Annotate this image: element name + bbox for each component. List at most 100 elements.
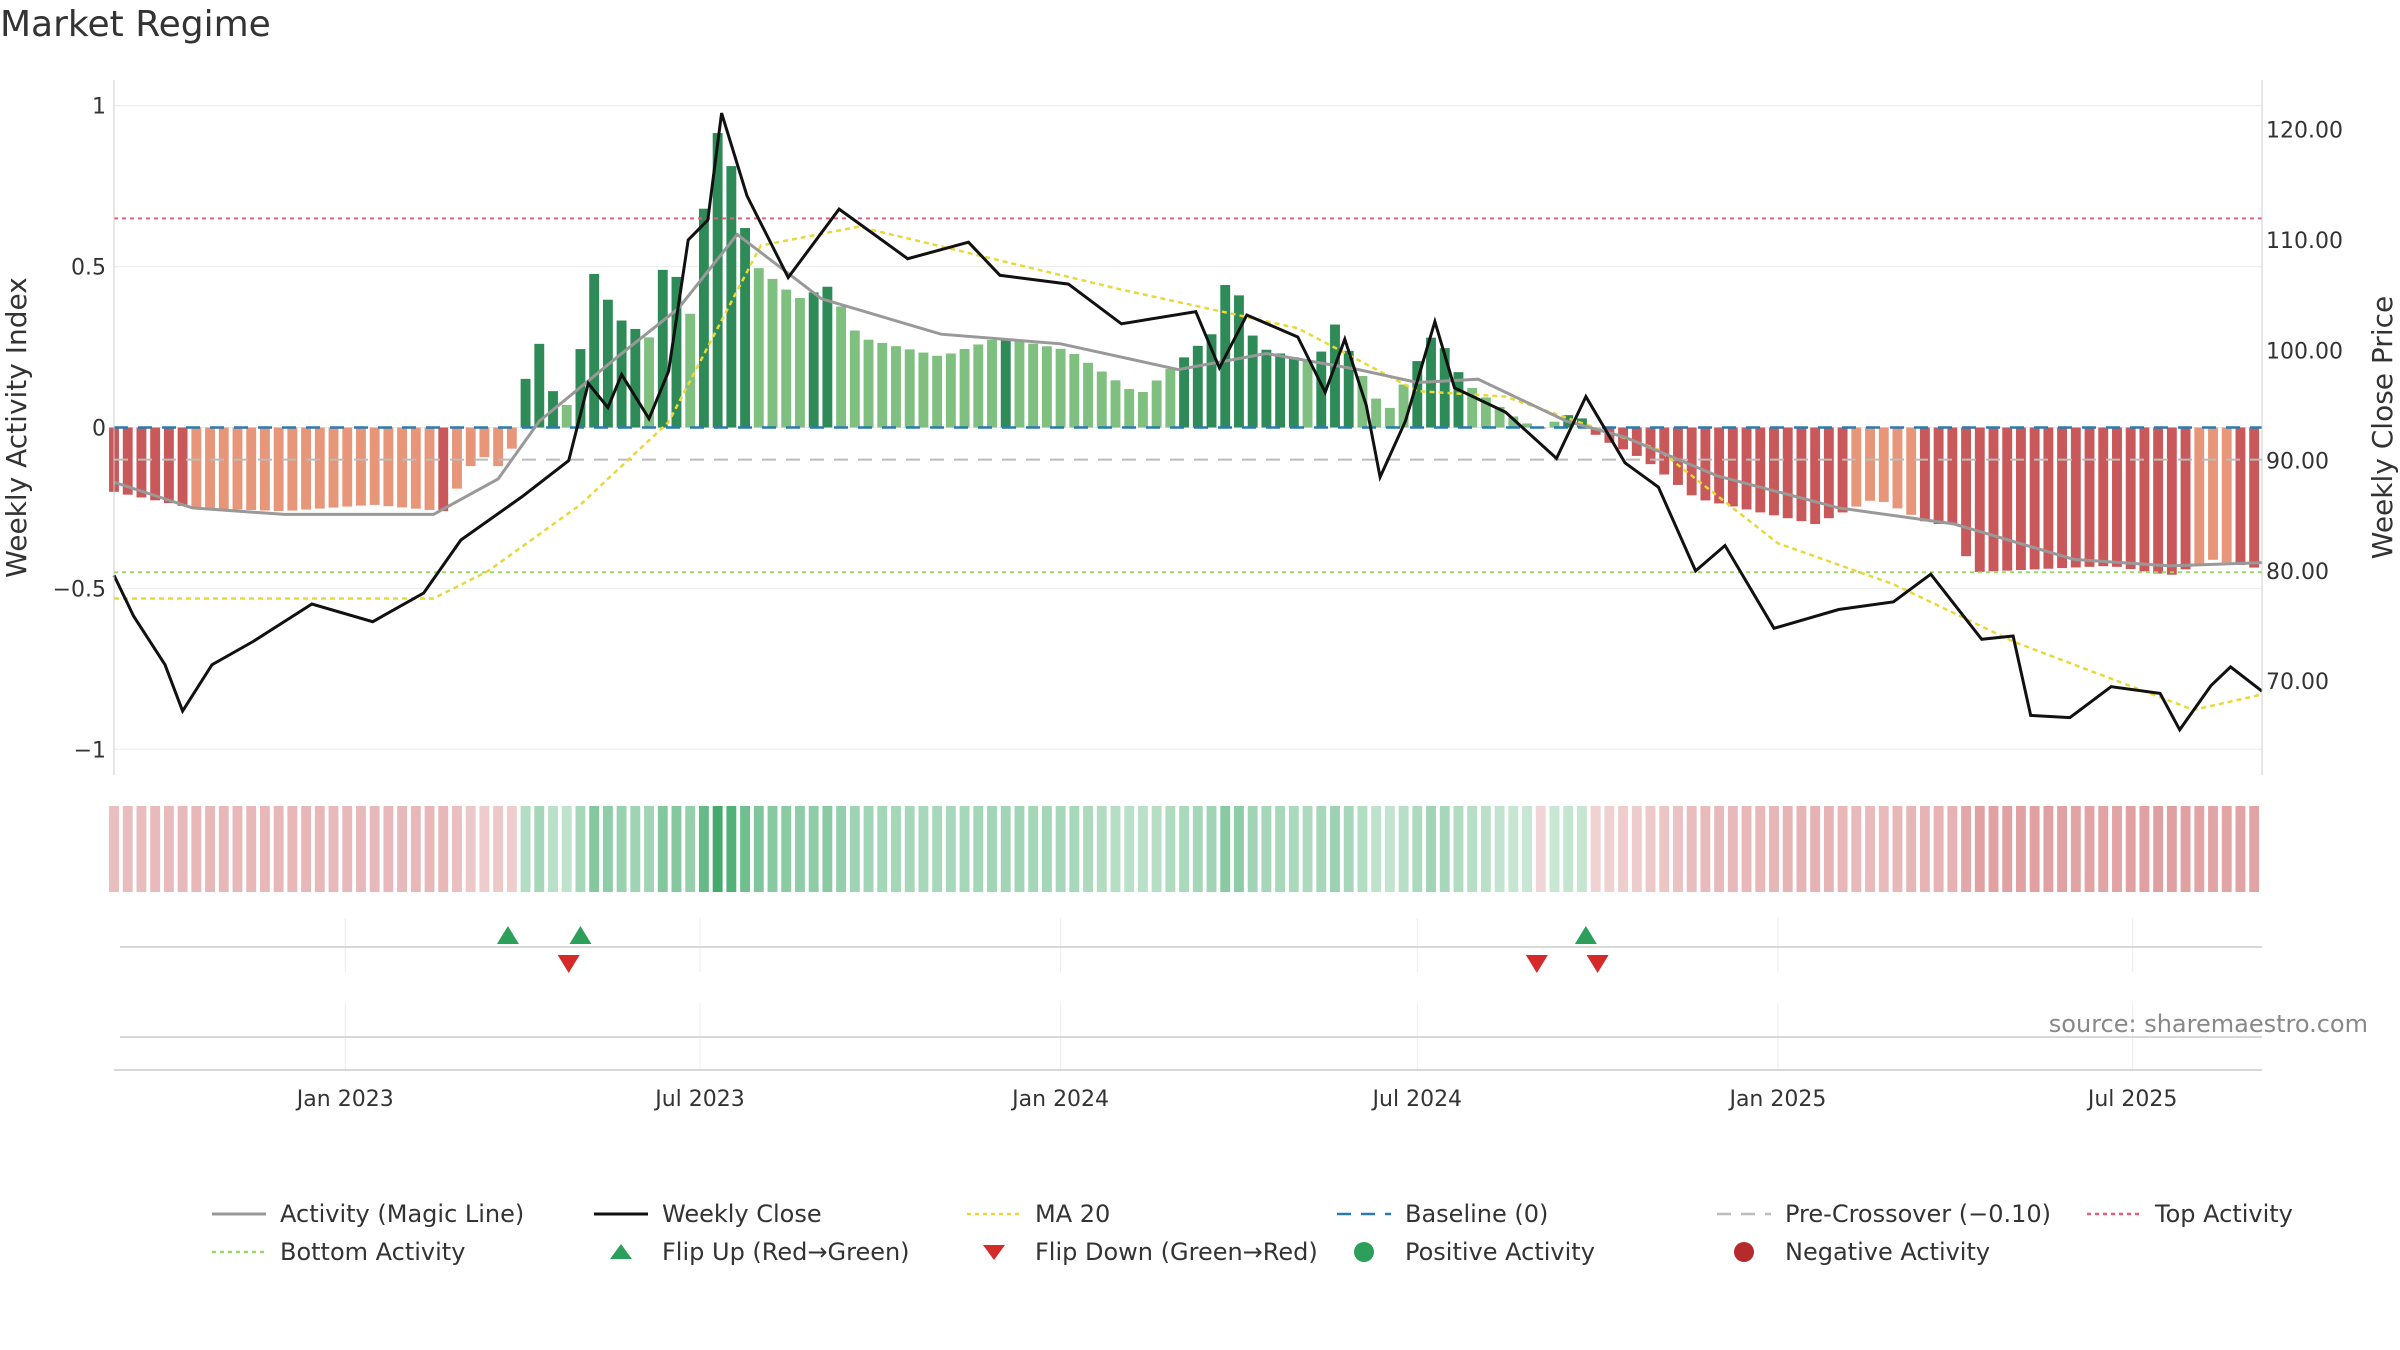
regime-strip-cell <box>2015 806 2026 892</box>
legend-label: Activity (Magic Line) <box>280 1200 525 1228</box>
regime-strip-cell <box>177 806 188 892</box>
activity-bar <box>1933 427 1944 525</box>
regime-strip-cell <box>2002 806 2013 892</box>
regime-strip-cell <box>246 806 257 892</box>
regime-strip-cell <box>657 806 668 892</box>
activity-bar <box>1357 376 1368 428</box>
regime-strip-cell <box>1055 806 1066 892</box>
x-tick-label: Jan 2023 <box>295 1087 394 1112</box>
regime-strip-cell <box>795 806 805 892</box>
regime-strip-cell <box>1384 806 1395 892</box>
magic-line <box>113 232 2263 568</box>
activity-bar <box>987 339 997 428</box>
regime-strip-cell <box>2249 806 2260 892</box>
regime-strip-cell <box>602 806 613 892</box>
regime-strip-cell <box>918 806 929 892</box>
activity-bar <box>726 166 737 428</box>
regime-strip-cell <box>410 806 421 892</box>
regime-strip-cell <box>644 806 654 892</box>
regime-strip-cell <box>1480 806 1491 892</box>
activity-bar <box>1151 380 1162 428</box>
regime-strip-cell <box>232 806 243 892</box>
legend-label: Top Activity <box>2155 1200 2293 1228</box>
x-tick-label: Jan 2024 <box>1010 1087 1109 1112</box>
flip-down-marker <box>1525 955 1548 973</box>
legend-swatch <box>212 1212 266 1216</box>
activity-bar <box>2221 427 2232 563</box>
activity-bar <box>1302 361 1313 428</box>
activity-bar <box>2235 427 2246 565</box>
regime-strip-cell <box>383 806 394 892</box>
regime-strip-cell <box>1961 806 1972 892</box>
activity-bar <box>1919 427 1930 522</box>
regime-strip-cell <box>548 806 558 892</box>
activity-bar <box>1961 427 1972 557</box>
regime-strip-cell <box>1206 806 1217 892</box>
activity-bar <box>1453 372 1464 428</box>
regime-strip-cell <box>671 806 682 892</box>
y-left-tick-label: 0.5 <box>71 256 106 281</box>
regime-strip-cell <box>904 806 915 892</box>
activity-bar <box>452 427 462 489</box>
legend-item-magic: Activity (Magic Line) <box>210 1195 524 1233</box>
legend-item-precross: Pre-Crossover (−0.10) <box>1715 1195 2051 1233</box>
regime-strip-cell <box>877 806 888 892</box>
regime-strip-cell <box>1069 806 1080 892</box>
activity-bar <box>1810 427 1821 525</box>
legend-item-flipdown: Flip Down (Green→Red) <box>965 1233 1318 1271</box>
regime-strip-cell <box>465 806 476 892</box>
activity-bar <box>959 348 970 428</box>
activity-bar <box>1124 389 1135 428</box>
activity-bar <box>1137 392 1148 428</box>
legend-item-top: Top Activity <box>2085 1195 2293 1233</box>
activity-bar <box>520 378 531 428</box>
legend-label: Bottom Activity <box>280 1238 466 1266</box>
activity-bar <box>1878 427 1889 502</box>
regime-strip-cell <box>1631 806 1642 892</box>
legend-row: Bottom Activity Flip Up (Red→Green) Flip D… <box>210 1233 2350 1271</box>
activity-bar <box>2249 427 2260 568</box>
regime-strip-cell <box>259 806 270 892</box>
regime-strip-cell <box>1494 806 1505 892</box>
regime-strip-cell <box>1933 806 1944 892</box>
activity-bar <box>177 427 188 506</box>
regime-strip-cell <box>1234 806 1244 892</box>
activity-bar <box>712 133 723 428</box>
regime-strip-cell <box>2125 806 2136 892</box>
activity-bar <box>822 286 833 428</box>
regime-strip-cell <box>369 806 380 892</box>
regime-strip-cell <box>1782 806 1793 892</box>
activity-bar <box>918 352 929 428</box>
regime-strip-cell <box>1343 806 1354 892</box>
regime-strip-cell <box>150 806 161 892</box>
activity-bar <box>1275 353 1286 428</box>
regime-strip-cell <box>1412 806 1423 892</box>
activity-bar <box>1110 380 1121 428</box>
activity-bar <box>1892 427 1903 509</box>
regime-strip-cell <box>2070 806 2081 892</box>
regime-strip-cell <box>712 806 723 892</box>
activity-bar <box>1330 324 1340 428</box>
activity-bar <box>1769 427 1779 516</box>
activity-bar <box>561 404 572 428</box>
regime-strip-cell <box>2057 806 2068 892</box>
y-right-tick-label: 100.00 <box>2266 339 2343 364</box>
activity-bar <box>506 427 517 449</box>
regime-strip-cell <box>1549 806 1560 892</box>
activity-bar <box>438 427 449 512</box>
activity-bar <box>1522 423 1532 428</box>
activity-bar <box>1714 427 1725 504</box>
regime-strip-cell <box>1714 806 1725 892</box>
regime-strip-cell <box>2029 806 2040 892</box>
y-left-axis-label: Weekly Activity Index <box>0 277 33 578</box>
regime-strip-cell <box>1700 806 1711 892</box>
regime-strip-cell <box>1426 806 1436 892</box>
activity-bar <box>383 427 394 507</box>
activity-bar <box>1055 348 1066 428</box>
regime-strip-cell <box>1727 806 1738 892</box>
activity-bar <box>2029 427 2040 570</box>
regime-strip-cell <box>1988 806 1999 892</box>
regime-strip-cell <box>2112 806 2122 892</box>
legend-item-neg: Negative Activity <box>1715 1233 1990 1271</box>
regime-strip-cell <box>205 806 215 892</box>
